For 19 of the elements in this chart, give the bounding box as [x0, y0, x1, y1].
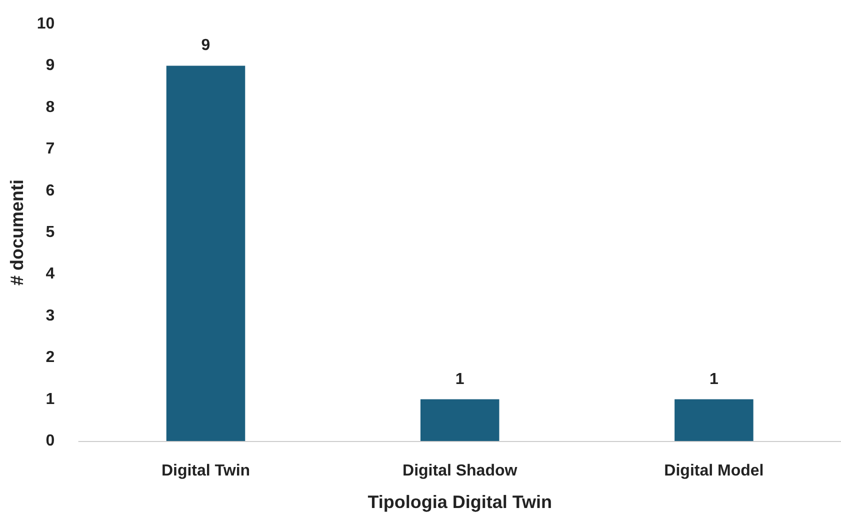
y-axis-title: # documenti: [7, 179, 27, 286]
y-tick-label: 3: [46, 307, 55, 324]
y-tick-label: 0: [46, 432, 55, 450]
y-tick-label: 2: [46, 349, 55, 366]
x-tick-label: Digital Model: [664, 462, 764, 480]
y-tick-label: 7: [46, 140, 55, 158]
data-label: 1: [455, 370, 464, 388]
y-tick-label: 5: [46, 224, 55, 241]
x-tick-label: Digital Twin: [161, 462, 250, 480]
y-tick-label: 1: [46, 390, 55, 408]
x-tick-label: Digital Shadow: [402, 462, 518, 480]
x-axis-title: Tipologia Digital Twin: [368, 492, 552, 512]
y-tick-label: 4: [46, 266, 55, 283]
y-tick-label: 10: [36, 16, 55, 32]
data-label: 9: [201, 37, 210, 54]
y-tick-label: 8: [46, 98, 55, 116]
y-tick-label: 6: [46, 182, 55, 200]
data-label: 1: [709, 370, 718, 388]
y-tick-label: 9: [46, 57, 55, 74]
